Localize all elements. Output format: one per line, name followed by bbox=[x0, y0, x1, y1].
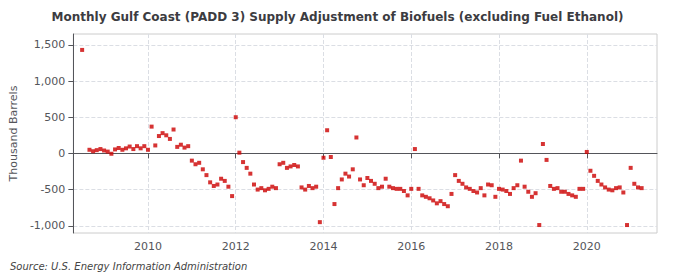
svg-text:1,500: 1,500 bbox=[34, 38, 66, 51]
svg-text:1,000: 1,000 bbox=[34, 75, 66, 88]
svg-text:2018: 2018 bbox=[485, 240, 513, 253]
svg-text:2012: 2012 bbox=[222, 240, 250, 253]
svg-text:-1,000: -1,000 bbox=[30, 219, 65, 232]
svg-text:2014: 2014 bbox=[309, 240, 337, 253]
svg-text:2020: 2020 bbox=[573, 240, 601, 253]
svg-text:500: 500 bbox=[44, 111, 65, 124]
svg-text:-500: -500 bbox=[40, 183, 65, 196]
svg-text:Monthly Gulf Coast (PADD 3) Su: Monthly Gulf Coast (PADD 3) Supply Adjus… bbox=[52, 10, 624, 24]
svg-text:2010: 2010 bbox=[134, 240, 162, 253]
svg-text:Thousand Barrels: Thousand Barrels bbox=[7, 85, 20, 182]
svg-text:Source: U.S. Energy Informatio: Source: U.S. Energy Information Administ… bbox=[10, 261, 247, 272]
svg-text:2016: 2016 bbox=[397, 240, 425, 253]
svg-text:0: 0 bbox=[58, 147, 65, 160]
